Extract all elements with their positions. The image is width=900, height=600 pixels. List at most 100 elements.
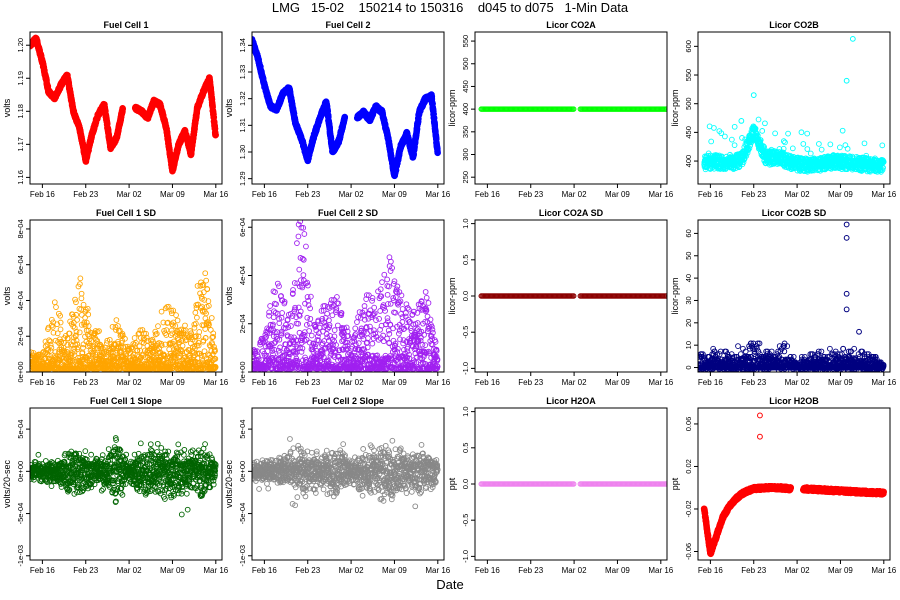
y-axis-label: volts bbox=[2, 98, 12, 117]
outlier-point bbox=[738, 118, 745, 124]
data-point bbox=[104, 337, 111, 344]
data-point bbox=[206, 303, 212, 309]
y-tick-label: 500 bbox=[461, 58, 470, 71]
data-point bbox=[782, 139, 788, 146]
data-point bbox=[70, 338, 77, 345]
data-point bbox=[77, 281, 83, 287]
data-point bbox=[212, 364, 219, 371]
y-tick-label: 1.18 bbox=[16, 104, 25, 119]
chart-title: Fuel Cell 2 SD bbox=[318, 208, 379, 218]
data-point bbox=[58, 338, 65, 345]
figure-title: LMG 15-02 150214 to 150316 d045 to d075 … bbox=[271, 0, 629, 15]
data-point bbox=[70, 319, 77, 326]
y-tick-label: 1.33 bbox=[238, 65, 247, 80]
data-point bbox=[67, 351, 74, 358]
y-tick-label: 450 bbox=[684, 126, 693, 139]
data-point bbox=[47, 338, 54, 345]
data-point bbox=[879, 167, 886, 173]
data-point bbox=[85, 311, 92, 318]
series bbox=[701, 35, 887, 175]
y-tick-label: 400 bbox=[461, 103, 470, 116]
data-point bbox=[193, 333, 199, 339]
x-tick-label: Mar 02 bbox=[117, 190, 142, 199]
data-point bbox=[83, 327, 90, 334]
series bbox=[30, 270, 219, 372]
data-point bbox=[73, 337, 80, 344]
data-point bbox=[194, 314, 200, 321]
x-tick-label: Mar 09 bbox=[828, 190, 853, 199]
data-point bbox=[204, 286, 211, 293]
data-point bbox=[762, 120, 768, 127]
y-tick-label: 6e-04 bbox=[16, 255, 25, 274]
data-point bbox=[54, 330, 61, 337]
data-point bbox=[73, 332, 79, 339]
y-tick-label: 300 bbox=[461, 148, 470, 161]
y-axis-label: volts bbox=[2, 286, 12, 305]
data-point bbox=[170, 322, 176, 329]
data-point bbox=[131, 335, 138, 341]
x-tick-label: Mar 02 bbox=[339, 190, 364, 199]
data-point bbox=[804, 130, 811, 137]
x-tick-label: Mar 09 bbox=[160, 190, 185, 199]
data-point bbox=[198, 293, 205, 300]
data-point bbox=[255, 356, 262, 363]
data-point bbox=[837, 144, 843, 151]
data-point bbox=[759, 128, 766, 134]
data-point bbox=[72, 296, 78, 303]
data-point bbox=[772, 130, 778, 137]
data-point bbox=[571, 106, 577, 112]
data-point bbox=[56, 355, 63, 362]
data-point bbox=[188, 330, 195, 337]
data-point bbox=[200, 308, 206, 315]
data-point bbox=[141, 330, 147, 337]
plot-frame bbox=[29, 219, 223, 373]
data-point bbox=[170, 307, 177, 314]
y-tick-label: 4e-04 bbox=[16, 291, 25, 310]
y-tick-label: 550 bbox=[684, 69, 693, 82]
data-point bbox=[827, 141, 834, 148]
series bbox=[30, 34, 219, 175]
data-point bbox=[844, 145, 851, 152]
data-point bbox=[200, 282, 207, 288]
y-tick-label: 600 bbox=[684, 40, 693, 53]
y-tick-label: 500 bbox=[684, 97, 693, 110]
data-point bbox=[731, 142, 738, 149]
y-tick-label: 400 bbox=[684, 155, 693, 168]
series bbox=[252, 35, 441, 180]
plot-frame bbox=[29, 31, 223, 185]
data-point bbox=[165, 303, 172, 310]
data-point bbox=[74, 317, 80, 323]
y-tick-label: 1.29 bbox=[238, 171, 247, 186]
data-point bbox=[131, 341, 138, 348]
x-tick-label: Feb 16 bbox=[698, 190, 723, 199]
y-tick-label: 1.17 bbox=[16, 137, 25, 152]
y-tick-label: 1.32 bbox=[238, 91, 247, 106]
data-point bbox=[746, 145, 753, 152]
data-point bbox=[789, 145, 796, 152]
chart-title: Licor CO2A bbox=[546, 20, 596, 30]
data-point bbox=[133, 340, 139, 346]
data-point bbox=[729, 136, 735, 143]
data-point bbox=[663, 106, 667, 112]
data-point bbox=[718, 130, 725, 137]
data-point bbox=[158, 342, 165, 349]
data-point bbox=[255, 353, 261, 360]
y-tick-label: 0e+00 bbox=[16, 361, 25, 382]
x-tick-label: Mar 16 bbox=[871, 190, 896, 199]
data-point bbox=[818, 146, 825, 153]
data-point bbox=[207, 327, 214, 333]
data-point bbox=[68, 352, 75, 359]
y-tick-label: 350 bbox=[461, 126, 470, 139]
data-point bbox=[760, 143, 767, 149]
data-point bbox=[48, 322, 55, 329]
x-tick-label: Feb 23 bbox=[73, 190, 98, 199]
data-point bbox=[212, 131, 219, 139]
y-axis-label: volts bbox=[224, 98, 234, 117]
data-point bbox=[198, 352, 205, 359]
data-point bbox=[73, 328, 80, 335]
data-point bbox=[113, 317, 120, 323]
data-point bbox=[804, 146, 811, 152]
data-point bbox=[73, 299, 79, 306]
